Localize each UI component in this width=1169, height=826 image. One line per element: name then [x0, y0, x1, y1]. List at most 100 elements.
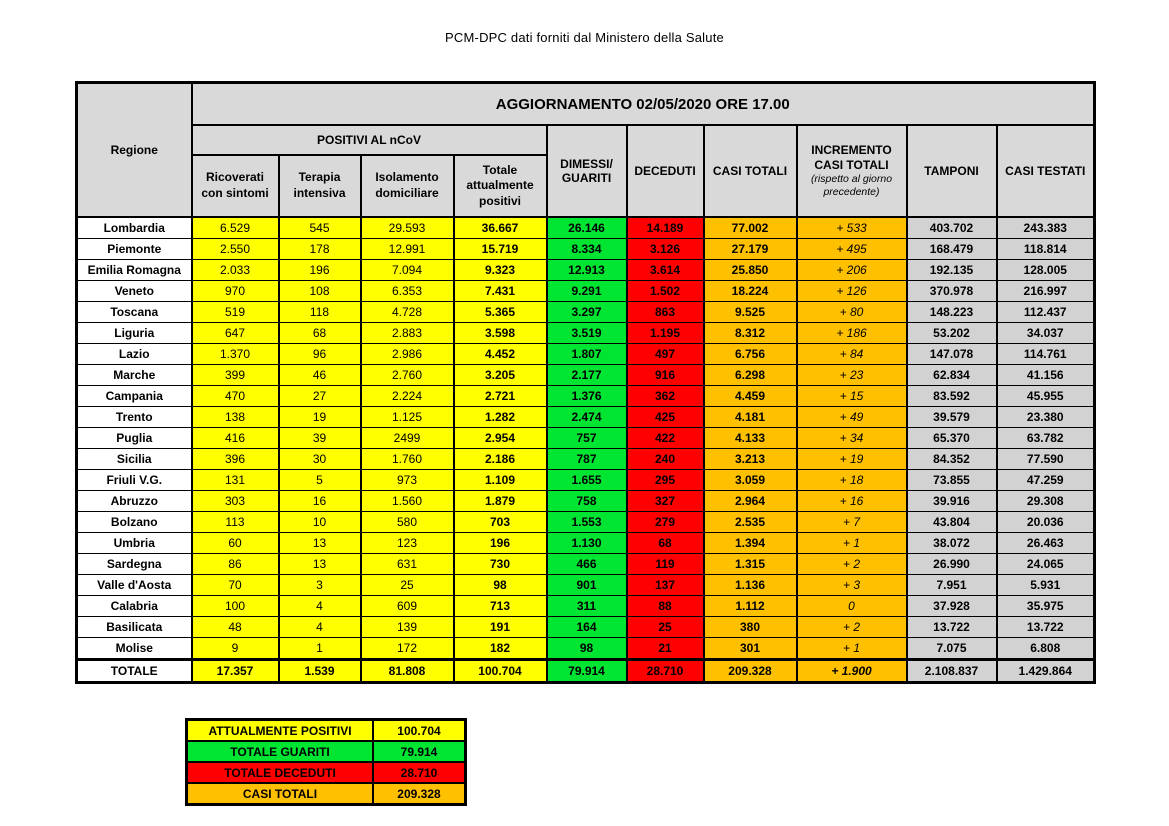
col-header-ricoverati: Ricoverati con sintomi — [190, 154, 280, 218]
incremento-header-title: INCREMENTO CASI TOTALI — [811, 143, 892, 173]
cell-deceduti: 279 — [625, 511, 705, 533]
cell-ricoverati: 2.033 — [190, 259, 280, 281]
cell-casi-testati: 128.005 — [995, 259, 1096, 281]
col-header-dimessi-guariti: DIMESSI/ GUARITI — [545, 124, 628, 218]
cell-tamponi: 39.916 — [905, 490, 998, 512]
cell-terapia: 4 — [277, 616, 362, 638]
cell-region: Emilia Romagna — [75, 259, 193, 281]
table-row: TOTALE 17.357 1.539 81.808 100.704 79.914 28.7… — [75, 658, 1096, 683]
cell-tamponi: 65.370 — [905, 427, 998, 449]
col-header-totale-positivi: Totale attualmente positivi — [452, 154, 548, 218]
cell-totale-positivi: 713 — [452, 595, 548, 617]
cell-casi-totali: 27.179 — [702, 238, 798, 260]
cell-casi-totali: 4.459 — [702, 385, 798, 407]
cell-terapia: 19 — [277, 406, 362, 428]
cell-deceduti: 14.189 — [625, 216, 705, 239]
cell-deceduti: 3.126 — [625, 238, 705, 260]
cell-guariti: 26.146 — [545, 216, 628, 239]
cell-tamponi: 39.579 — [905, 406, 998, 428]
cell-totale-positivi: 3.205 — [452, 364, 548, 386]
cell-terapia: 1.539 — [277, 658, 362, 683]
cell-guariti: 1.553 — [545, 511, 628, 533]
cell-region: TOTALE — [75, 658, 193, 683]
cell-ricoverati: 48 — [190, 616, 280, 638]
cell-casi-testati: 63.782 — [995, 427, 1096, 449]
cell-incremento: + 533 — [795, 216, 908, 239]
cell-casi-testati: 45.955 — [995, 385, 1096, 407]
cell-guariti: 311 — [545, 595, 628, 617]
table-row: Basilicata 48 4 139 191 164 25 380 + 2 13.722 13.7… — [75, 616, 1096, 638]
table-row: Lombardia 6.529 545 29.593 36.667 26.146 14.18… — [75, 216, 1096, 239]
cell-totale-positivi: 100.704 — [452, 658, 548, 683]
cell-terapia: 46 — [277, 364, 362, 386]
cell-guariti: 757 — [545, 427, 628, 449]
cell-guariti: 164 — [545, 616, 628, 638]
cell-casi-totali: 209.328 — [702, 658, 798, 683]
cell-region: Piemonte — [75, 238, 193, 260]
col-header-casi-totali: CASI TOTALI — [702, 124, 798, 218]
table-row: Toscana 519 118 4.728 5.365 3.297 863 9.525 + 80… — [75, 301, 1096, 323]
update-banner: AGGIORNAMENTO 02/05/2020 ORE 17.00 — [190, 81, 1096, 126]
cell-tamponi: 43.804 — [905, 511, 998, 533]
cell-casi-testati: 216.997 — [995, 280, 1096, 302]
cell-isolamento: 1.760 — [359, 448, 455, 470]
col-header-incremento: INCREMENTO CASI TOTALI (rispetto al gior… — [795, 124, 908, 218]
cell-isolamento: 123 — [359, 532, 455, 554]
table-row: Marche 399 46 2.760 3.205 2.177 916 6.298 + 23 62… — [75, 364, 1096, 386]
cell-isolamento: 580 — [359, 511, 455, 533]
cell-tamponi: 168.479 — [905, 238, 998, 260]
cell-incremento: + 84 — [795, 343, 908, 365]
cell-casi-testati: 34.037 — [995, 322, 1096, 344]
table-row: Campania 470 27 2.224 2.721 1.376 362 4.459 + 15… — [75, 385, 1096, 407]
cell-totale-positivi: 1.109 — [452, 469, 548, 491]
cell-tamponi: 38.072 — [905, 532, 998, 554]
cell-casi-testati: 6.808 — [995, 637, 1096, 660]
cell-casi-totali: 1.394 — [702, 532, 798, 554]
cell-terapia: 27 — [277, 385, 362, 407]
cell-isolamento: 2.760 — [359, 364, 455, 386]
cell-totale-positivi: 5.365 — [452, 301, 548, 323]
cell-isolamento: 139 — [359, 616, 455, 638]
cell-guariti: 758 — [545, 490, 628, 512]
cell-terapia: 5 — [277, 469, 362, 491]
table-row: Sardegna 86 13 631 730 466 119 1.315 + 2 26.990 24… — [75, 553, 1096, 575]
cell-terapia: 96 — [277, 343, 362, 365]
cell-casi-totali: 2.964 — [702, 490, 798, 512]
cell-casi-totali: 6.298 — [702, 364, 798, 386]
cell-terapia: 68 — [277, 322, 362, 344]
cell-casi-testati: 13.722 — [995, 616, 1096, 638]
summary-row: TOTALE DECEDUTI 28.710 — [185, 761, 467, 784]
cell-tamponi: 73.855 — [905, 469, 998, 491]
cell-totale-positivi: 2.721 — [452, 385, 548, 407]
cell-deceduti: 3.614 — [625, 259, 705, 281]
cell-guariti: 98 — [545, 637, 628, 660]
cell-deceduti: 137 — [625, 574, 705, 596]
cell-region: Puglia — [75, 427, 193, 449]
cell-casi-totali: 380 — [702, 616, 798, 638]
cell-incremento: + 495 — [795, 238, 908, 260]
cell-ricoverati: 113 — [190, 511, 280, 533]
cell-terapia: 108 — [277, 280, 362, 302]
summary-value: 79.914 — [372, 740, 467, 763]
cell-tamponi: 53.202 — [905, 322, 998, 344]
col-header-deceduti: DECEDUTI — [625, 124, 705, 218]
table-row: Puglia 416 39 2499 2.954 757 422 4.133 + 34 65.37… — [75, 427, 1096, 449]
positivi-group-header: POSITIVI AL nCoV — [190, 124, 548, 156]
cell-region: Calabria — [75, 595, 193, 617]
col-header-terapia: Terapia intensiva — [277, 154, 362, 218]
cell-region: Sicilia — [75, 448, 193, 470]
cell-deceduti: 497 — [625, 343, 705, 365]
table-row: Lazio 1.370 96 2.986 4.452 1.807 497 6.756 + 84 1… — [75, 343, 1096, 365]
cell-isolamento: 631 — [359, 553, 455, 575]
cell-terapia: 545 — [277, 216, 362, 239]
cell-guariti: 2.177 — [545, 364, 628, 386]
cell-guariti: 3.297 — [545, 301, 628, 323]
cell-deceduti: 863 — [625, 301, 705, 323]
cell-ricoverati: 131 — [190, 469, 280, 491]
cell-incremento: + 126 — [795, 280, 908, 302]
cell-ricoverati: 416 — [190, 427, 280, 449]
cell-region: Friuli V.G. — [75, 469, 193, 491]
cell-incremento: + 2 — [795, 616, 908, 638]
cell-guariti: 1.130 — [545, 532, 628, 554]
col-header-isolamento: Isolamento domiciliare — [359, 154, 455, 218]
